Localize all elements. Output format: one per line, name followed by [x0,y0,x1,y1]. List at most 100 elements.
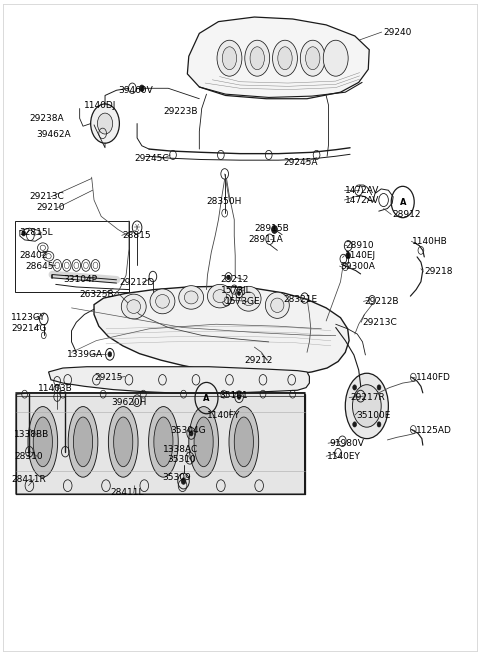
Text: 29214G: 29214G [11,324,47,333]
Ellipse shape [150,289,175,314]
Text: 1338BB: 1338BB [14,430,49,440]
Text: 32815L: 32815L [19,228,52,237]
Circle shape [91,104,120,143]
Ellipse shape [149,407,178,477]
Circle shape [97,113,113,134]
Text: 28411R: 28411R [11,475,46,483]
Ellipse shape [189,407,218,477]
Text: 1140DJ: 1140DJ [84,101,117,110]
Text: 29215: 29215 [94,373,122,383]
Text: 39462A: 39462A [36,130,71,139]
Ellipse shape [300,40,325,76]
Text: 35310: 35310 [167,455,196,464]
Ellipse shape [271,298,284,312]
Ellipse shape [127,300,141,313]
Ellipse shape [306,47,320,69]
Text: 28915B: 28915B [254,224,289,233]
Text: 28321E: 28321E [283,295,317,304]
Text: 26325B: 26325B [80,290,114,299]
Text: 1140EJ: 1140EJ [345,251,376,260]
Circle shape [353,385,357,390]
Ellipse shape [229,407,259,477]
Text: 29245A: 29245A [283,158,318,166]
Text: 1140FY: 1140FY [206,411,240,420]
Text: 28912: 28912 [392,210,420,219]
Text: 1338AC: 1338AC [163,445,199,453]
Ellipse shape [179,286,204,309]
Circle shape [181,478,186,484]
Text: 28911A: 28911A [249,234,283,244]
Ellipse shape [154,417,173,467]
Circle shape [353,422,357,427]
Text: 29245C: 29245C [135,155,169,163]
Text: 28645: 28645 [25,261,54,271]
Text: 1573JL: 1573JL [221,286,252,295]
Text: 39620H: 39620H [112,398,147,407]
Text: 28402: 28402 [19,251,47,260]
Ellipse shape [273,40,298,76]
Ellipse shape [265,292,289,318]
Text: 1140EY: 1140EY [327,452,361,460]
Ellipse shape [194,417,213,467]
Circle shape [108,352,112,357]
Text: 1339GA: 1339GA [67,350,103,359]
Ellipse shape [28,407,58,477]
Text: 29213C: 29213C [29,193,64,201]
Text: 29212: 29212 [221,275,249,284]
Ellipse shape [156,295,169,309]
Text: 28910: 28910 [345,240,374,250]
Circle shape [22,231,25,236]
Ellipse shape [242,292,255,306]
Text: 28411L: 28411L [111,489,144,497]
Text: 35309: 35309 [162,474,191,482]
Text: 29238A: 29238A [29,114,64,123]
Text: 11403B: 11403B [38,384,73,394]
Ellipse shape [114,417,133,467]
Ellipse shape [73,417,93,467]
Circle shape [237,394,241,400]
Text: 29212B: 29212B [364,297,399,306]
Text: 28350H: 28350H [206,197,242,206]
Circle shape [140,85,144,92]
Ellipse shape [207,284,232,308]
Circle shape [272,225,277,233]
Text: 35101: 35101 [219,391,248,400]
Ellipse shape [108,407,138,477]
Text: 91980V: 91980V [329,439,364,447]
Ellipse shape [245,40,270,76]
Ellipse shape [278,47,292,69]
Text: 29217R: 29217R [350,393,385,402]
Ellipse shape [236,286,261,311]
Text: 28310: 28310 [14,452,43,460]
Ellipse shape [184,291,198,304]
Ellipse shape [352,384,381,427]
Text: A: A [203,394,210,403]
Ellipse shape [250,47,264,69]
Text: 29213C: 29213C [362,318,397,327]
Text: 29210: 29210 [36,204,65,212]
Polygon shape [187,17,369,99]
Text: 1472AV: 1472AV [345,196,380,204]
Text: A: A [399,198,406,206]
Polygon shape [94,286,349,375]
Text: 39300A: 39300A [340,261,375,271]
Ellipse shape [222,47,237,69]
Ellipse shape [121,294,146,319]
Ellipse shape [68,407,98,477]
Text: 1472AV: 1472AV [345,186,380,195]
Ellipse shape [217,40,242,76]
Text: 1140HB: 1140HB [412,236,448,246]
Circle shape [377,422,381,427]
Ellipse shape [213,290,227,303]
Circle shape [227,275,230,279]
Circle shape [346,252,350,259]
Text: 29218: 29218 [424,267,453,276]
Polygon shape [48,367,310,393]
Text: 1140FD: 1140FD [416,373,451,383]
Ellipse shape [234,417,253,467]
Circle shape [238,291,240,295]
Text: 39460V: 39460V [118,86,153,96]
Circle shape [377,385,381,390]
Text: 1573GE: 1573GE [225,297,260,306]
Polygon shape [16,393,305,494]
